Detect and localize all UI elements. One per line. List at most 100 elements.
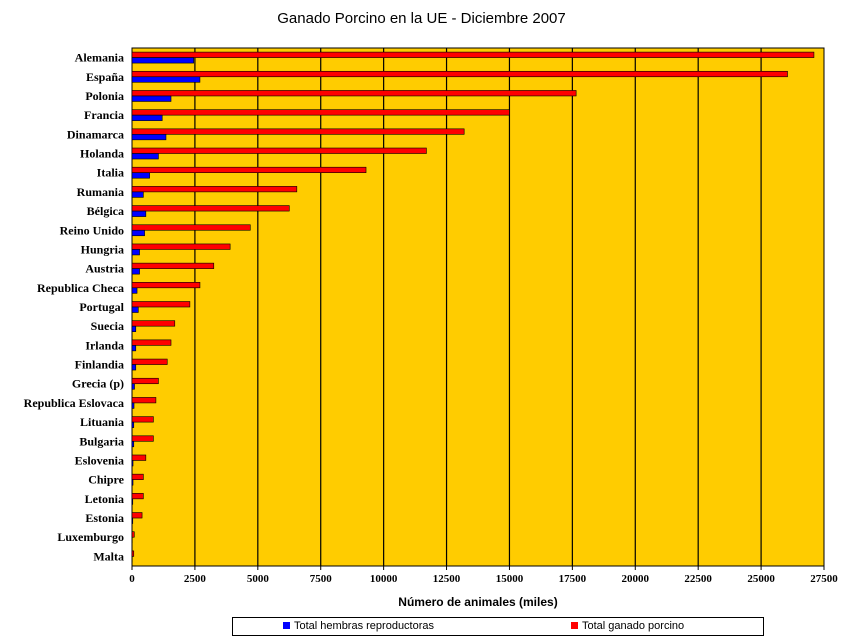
bar-hembras bbox=[131, 402, 135, 409]
category-label: España bbox=[86, 70, 124, 84]
bar-hembras bbox=[131, 345, 137, 352]
category-label: Irlanda bbox=[85, 338, 124, 352]
bar-total-ganado bbox=[131, 147, 427, 154]
category-label: Reino Unido bbox=[60, 223, 124, 237]
bar-hembras bbox=[131, 95, 172, 102]
bar-hembras bbox=[131, 57, 194, 64]
bar-hembras bbox=[131, 460, 134, 467]
category-label: Dinamarca bbox=[67, 127, 124, 141]
gridlines bbox=[194, 48, 762, 566]
x-tick-label: 2500 bbox=[184, 573, 207, 585]
x-tick-label: 10000 bbox=[370, 573, 398, 585]
category-label: Estonia bbox=[85, 511, 124, 525]
x-tick-label: 7500 bbox=[310, 573, 333, 585]
legend-swatch-blue bbox=[283, 622, 290, 629]
category-label: Letonia bbox=[85, 492, 124, 506]
bar-hembras bbox=[131, 210, 147, 217]
category-label: Italia bbox=[97, 166, 124, 180]
category-label: Bulgaria bbox=[79, 434, 124, 448]
bar-hembras bbox=[131, 364, 137, 371]
chart-title: Ganado Porcino en la UE - Diciembre 2007 bbox=[277, 10, 566, 27]
x-tick-label: 0 bbox=[129, 573, 135, 585]
bar-total-ganado bbox=[131, 531, 135, 538]
plot-area bbox=[131, 47, 825, 567]
bar-hembras bbox=[131, 249, 140, 256]
bar-hembras bbox=[131, 517, 134, 524]
bar-total-ganado bbox=[131, 109, 510, 116]
bar-total-ganado bbox=[131, 435, 154, 442]
bar-hembras bbox=[131, 498, 134, 505]
bar-total-ganado bbox=[131, 339, 172, 346]
bar-total-ganado bbox=[131, 70, 788, 78]
bar-total-ganado bbox=[131, 377, 159, 385]
category-label: Eslovenia bbox=[75, 453, 124, 467]
category-label: Suecia bbox=[91, 319, 124, 333]
category-label: Malta bbox=[93, 549, 124, 563]
bar-total-ganado bbox=[131, 512, 143, 519]
bar-hembras bbox=[131, 114, 163, 121]
category-label: Alemania bbox=[75, 51, 124, 65]
legend-item-hembras: Total hembras reproductoras bbox=[283, 620, 434, 632]
category-label: Lituania bbox=[80, 415, 124, 429]
category-label: Portugal bbox=[79, 300, 124, 314]
x-tick-label: 5000 bbox=[247, 573, 270, 585]
legend-item-total: Total ganado porcino bbox=[571, 620, 684, 632]
category-label: Francia bbox=[84, 108, 124, 122]
bar-hembras bbox=[131, 268, 140, 275]
bar-hembras bbox=[131, 153, 159, 160]
category-label: Bélgica bbox=[87, 204, 124, 218]
bar-hembras bbox=[131, 306, 139, 313]
category-label: Finlandia bbox=[75, 358, 124, 372]
category-label: Luxemburgo bbox=[57, 530, 124, 544]
x-tick-label: 15000 bbox=[496, 573, 524, 585]
bar-total-ganado bbox=[131, 416, 154, 423]
x-tick-label: 22500 bbox=[684, 573, 712, 585]
category-label: Rumania bbox=[77, 185, 124, 199]
bar-total-ganado bbox=[131, 397, 157, 404]
bar-total-ganado bbox=[131, 186, 298, 193]
x-tick-label: 17500 bbox=[559, 573, 587, 585]
bars bbox=[131, 51, 815, 563]
bar-hembras bbox=[131, 172, 150, 179]
legend-label: Total ganado porcino bbox=[582, 620, 685, 632]
bar-total-ganado bbox=[131, 301, 191, 308]
bar-total-ganado bbox=[131, 224, 251, 231]
bar-total-ganado bbox=[131, 51, 815, 58]
category-labels: Alemania España Polonia Francia Dinamarca Hol… bbox=[24, 51, 125, 564]
x-axis-ticks: 0 2500 5000 7500 10000 12500 15000 17500 20000 22… bbox=[129, 566, 838, 585]
legend-label: Total hembras reproductoras bbox=[294, 620, 435, 632]
bar-total-ganado bbox=[131, 320, 176, 327]
bar-total-ganado bbox=[131, 358, 168, 365]
bar-total-ganado bbox=[131, 243, 231, 250]
legend-swatch-red bbox=[571, 622, 578, 629]
bar-chart: Alemania España Polonia Francia Dinamarca Hol… bbox=[24, 47, 838, 609]
bar-hembras bbox=[131, 383, 135, 390]
x-tick-label: 12500 bbox=[433, 573, 461, 585]
bar-total-ganado bbox=[131, 550, 135, 557]
bar-total-ganado bbox=[131, 205, 290, 212]
x-tick-label: 27500 bbox=[810, 573, 838, 585]
bar-total-ganado bbox=[131, 493, 144, 500]
bar-hembras bbox=[131, 421, 135, 428]
legend: Total hembras reproductoras Total ganado… bbox=[232, 617, 764, 636]
bar-total-ganado bbox=[131, 473, 144, 480]
bar-total-ganado bbox=[131, 128, 465, 135]
category-label: Chipre bbox=[88, 473, 124, 487]
category-label: Hungria bbox=[81, 242, 124, 256]
x-tick-label: 25000 bbox=[747, 573, 775, 585]
bar-hembras bbox=[131, 229, 145, 237]
bar-total-ganado bbox=[131, 262, 215, 269]
bar-hembras bbox=[131, 479, 134, 486]
bar-hembras bbox=[131, 76, 201, 83]
category-label: Austria bbox=[85, 262, 124, 276]
x-tick-label: 20000 bbox=[622, 573, 650, 585]
category-label: Republica Eslovaca bbox=[24, 396, 124, 410]
x-axis-title: Número de animales (miles) bbox=[398, 595, 557, 609]
bar-total-ganado bbox=[131, 90, 577, 97]
bar-hembras bbox=[131, 287, 138, 294]
bar-total-ganado bbox=[131, 454, 147, 461]
category-label: Polonia bbox=[85, 89, 124, 103]
bar-total-ganado bbox=[131, 282, 201, 289]
bar-hembras bbox=[131, 440, 135, 448]
category-label: Grecia (p) bbox=[72, 377, 124, 391]
